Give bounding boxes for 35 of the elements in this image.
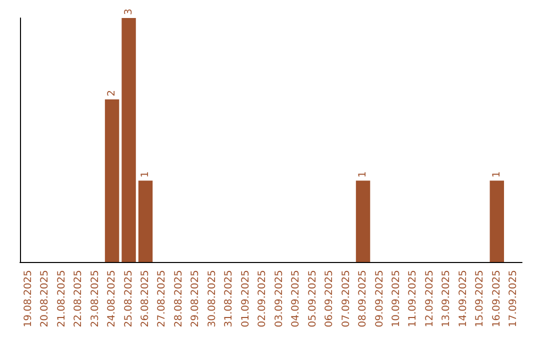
x-tick-label: 21.08.2025: [56, 270, 68, 328]
x-tick-label: 27.08.2025: [156, 270, 168, 328]
x-tick-label: 28.08.2025: [173, 270, 184, 328]
data-label: 1: [140, 171, 151, 178]
x-tick-label: 26.08.2025: [140, 270, 151, 328]
x-tick-label: 16.09.2025: [491, 270, 502, 328]
x-tick-label: 10.09.2025: [391, 270, 402, 328]
x-tick-label: 30.08.2025: [206, 270, 218, 328]
data-label: 1: [358, 171, 369, 178]
data-label: 1: [491, 171, 502, 178]
x-tick-label: 25.08.2025: [123, 270, 134, 328]
x-tick-label: 03.09.2025: [274, 270, 285, 328]
x-tick-label: 06.09.2025: [324, 270, 336, 328]
x-tick-label: 11.09.2025: [408, 270, 419, 328]
x-tick-label: 20.08.2025: [40, 270, 51, 328]
x-tick-label: 14.09.2025: [458, 270, 469, 328]
x-tick-label: 02.09.2025: [257, 270, 268, 328]
data-label: 3: [123, 8, 134, 15]
x-tick-label: 15.09.2025: [474, 270, 486, 328]
x-tick-label: 19.08.2025: [22, 270, 34, 328]
x-tick-label: 07.09.2025: [340, 270, 352, 328]
x-tick-label: 05.09.2025: [307, 270, 318, 328]
x-tick-label: 17.09.2025: [508, 270, 520, 328]
x-tick-label: 08.09.2025: [358, 270, 369, 328]
x-tick-label: 09.09.2025: [374, 270, 386, 328]
x-tick-label: 12.09.2025: [424, 270, 436, 328]
x-tick-label: 23.08.2025: [90, 270, 101, 328]
data-label: 2: [106, 90, 118, 96]
x-tick-label: 29.08.2025: [190, 270, 202, 328]
x-tick-label: 31.08.2025: [224, 270, 235, 328]
x-tick-label: 22.08.2025: [73, 270, 84, 328]
x-tick-label: 04.09.2025: [290, 270, 302, 328]
x-tick-label: 13.09.2025: [441, 270, 452, 328]
x-tick-label: 01.09.2025: [240, 270, 252, 328]
x-tick-label: 24.08.2025: [106, 270, 118, 328]
